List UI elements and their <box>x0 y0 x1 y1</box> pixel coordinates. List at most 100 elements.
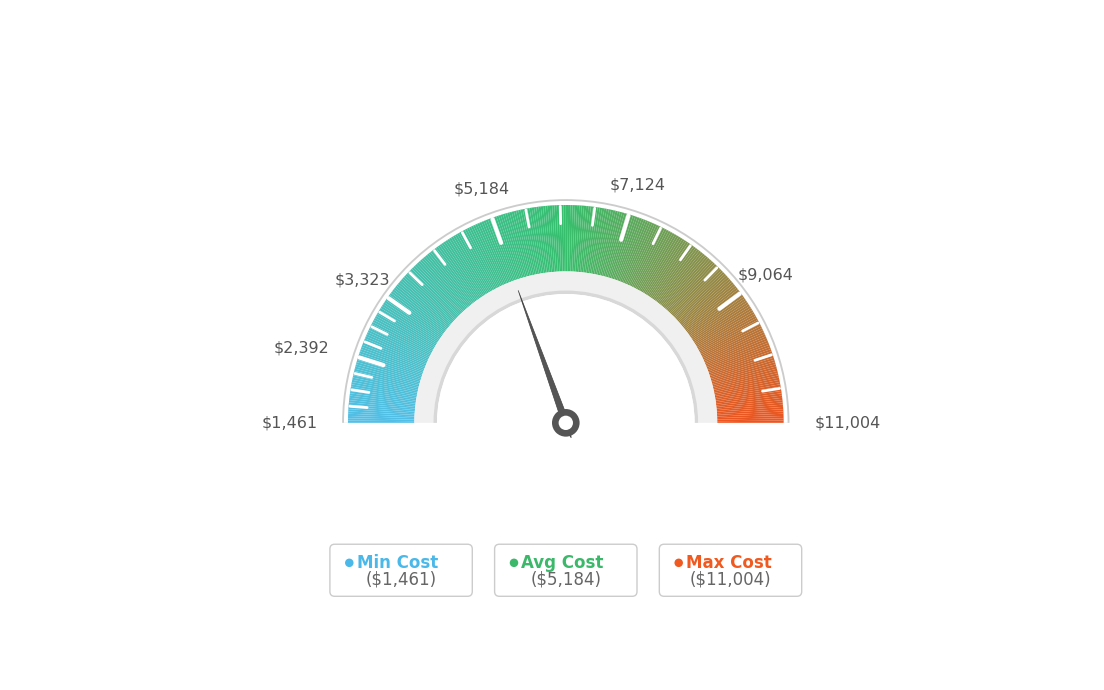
Wedge shape <box>385 299 442 337</box>
Wedge shape <box>460 231 495 290</box>
Wedge shape <box>640 233 675 292</box>
Wedge shape <box>488 219 513 282</box>
Wedge shape <box>715 388 782 401</box>
Wedge shape <box>661 253 704 306</box>
Wedge shape <box>578 206 586 272</box>
Wedge shape <box>378 312 435 347</box>
Wedge shape <box>351 384 417 397</box>
Wedge shape <box>453 235 489 293</box>
Wedge shape <box>601 210 618 276</box>
Wedge shape <box>434 248 476 302</box>
Wedge shape <box>428 252 471 305</box>
Wedge shape <box>677 275 728 322</box>
Wedge shape <box>349 395 415 406</box>
Wedge shape <box>714 380 779 395</box>
Wedge shape <box>594 209 609 275</box>
Wedge shape <box>671 267 720 316</box>
Wedge shape <box>499 215 520 279</box>
Wedge shape <box>693 304 750 342</box>
Wedge shape <box>447 239 485 296</box>
Wedge shape <box>364 338 426 366</box>
Wedge shape <box>716 407 783 413</box>
Wedge shape <box>522 209 538 275</box>
Wedge shape <box>643 235 679 293</box>
Wedge shape <box>657 249 699 303</box>
Wedge shape <box>438 245 478 300</box>
Wedge shape <box>348 411 415 417</box>
Wedge shape <box>418 261 465 311</box>
Circle shape <box>510 559 518 567</box>
Wedge shape <box>627 224 657 285</box>
Wedge shape <box>492 217 516 280</box>
Wedge shape <box>693 306 751 343</box>
Wedge shape <box>688 293 742 334</box>
Wedge shape <box>703 330 764 359</box>
Wedge shape <box>669 264 716 313</box>
Wedge shape <box>422 258 467 309</box>
Wedge shape <box>395 286 448 328</box>
Wedge shape <box>597 210 614 275</box>
Wedge shape <box>574 206 580 272</box>
Wedge shape <box>606 213 627 277</box>
FancyBboxPatch shape <box>330 544 473 596</box>
Wedge shape <box>641 234 677 293</box>
Wedge shape <box>703 332 765 362</box>
Wedge shape <box>678 277 730 323</box>
Wedge shape <box>699 318 757 351</box>
Wedge shape <box>495 217 518 280</box>
Wedge shape <box>572 205 577 272</box>
Wedge shape <box>350 388 416 401</box>
Wedge shape <box>505 213 526 277</box>
Wedge shape <box>633 228 665 288</box>
Text: ($1,461): ($1,461) <box>365 571 437 589</box>
Wedge shape <box>459 232 492 291</box>
Wedge shape <box>348 414 414 418</box>
Wedge shape <box>516 210 533 275</box>
Wedge shape <box>582 206 591 273</box>
Wedge shape <box>543 206 552 273</box>
Wedge shape <box>676 274 726 320</box>
Wedge shape <box>718 414 784 418</box>
Wedge shape <box>626 223 655 284</box>
Wedge shape <box>622 220 648 283</box>
Wedge shape <box>374 318 433 351</box>
Wedge shape <box>463 230 496 289</box>
Wedge shape <box>716 404 783 412</box>
Wedge shape <box>365 334 427 363</box>
Wedge shape <box>412 267 460 316</box>
Wedge shape <box>701 326 762 357</box>
Wedge shape <box>679 279 731 324</box>
Wedge shape <box>608 214 629 278</box>
Wedge shape <box>645 237 680 294</box>
Wedge shape <box>683 286 736 328</box>
Wedge shape <box>604 212 623 277</box>
Wedge shape <box>379 310 436 346</box>
Wedge shape <box>348 418 414 422</box>
Wedge shape <box>381 306 438 343</box>
Wedge shape <box>565 205 569 271</box>
Wedge shape <box>349 404 415 412</box>
Wedge shape <box>715 386 781 399</box>
Wedge shape <box>392 289 446 331</box>
Text: Max Cost: Max Cost <box>687 554 772 572</box>
Wedge shape <box>605 213 625 277</box>
Wedge shape <box>358 357 422 379</box>
Wedge shape <box>708 345 769 370</box>
Wedge shape <box>712 364 776 384</box>
Wedge shape <box>588 207 599 273</box>
FancyBboxPatch shape <box>659 544 802 596</box>
Wedge shape <box>609 215 631 278</box>
Wedge shape <box>715 391 782 402</box>
Wedge shape <box>528 208 541 274</box>
Wedge shape <box>376 314 435 348</box>
Wedge shape <box>537 207 546 273</box>
Wedge shape <box>471 226 501 286</box>
Wedge shape <box>687 291 741 333</box>
Wedge shape <box>602 211 620 276</box>
Wedge shape <box>569 205 573 271</box>
Wedge shape <box>550 206 556 272</box>
Wedge shape <box>469 227 500 287</box>
Wedge shape <box>545 206 553 272</box>
Wedge shape <box>397 282 450 326</box>
Wedge shape <box>691 300 747 339</box>
